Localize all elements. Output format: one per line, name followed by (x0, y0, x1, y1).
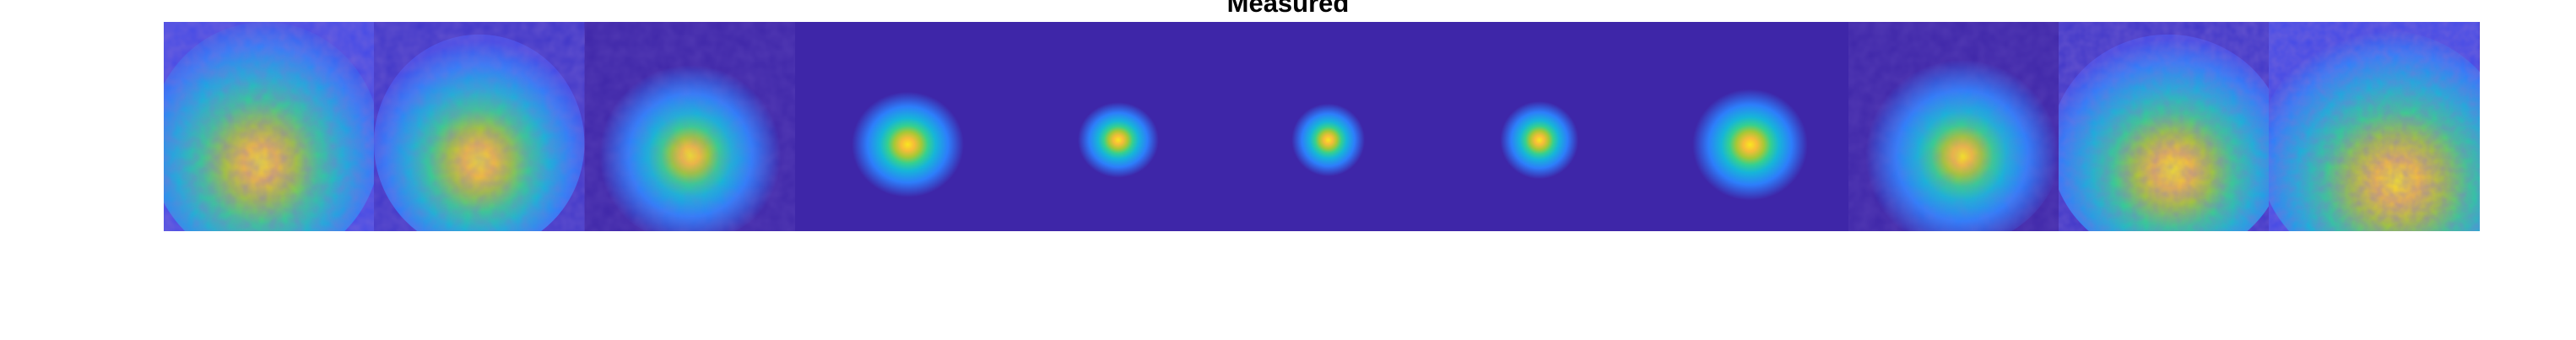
beam-panel-11 (2269, 22, 2480, 231)
beam-profile-strip (164, 22, 2480, 231)
beam-panel-3 (584, 22, 796, 231)
beam-panel-9 (1848, 22, 2059, 231)
beam-panel-6 (1216, 22, 1427, 231)
figure-title: Measured (1226, 0, 1350, 18)
beam-panel-10 (2058, 22, 2270, 231)
beam-panel-5 (1005, 22, 1217, 231)
beam-panel-2 (374, 22, 585, 231)
beam-panel-7 (1426, 22, 1638, 231)
beam-panel-8 (1637, 22, 1848, 231)
beam-panel-4 (795, 22, 1006, 231)
beam-panel-1 (164, 22, 375, 231)
